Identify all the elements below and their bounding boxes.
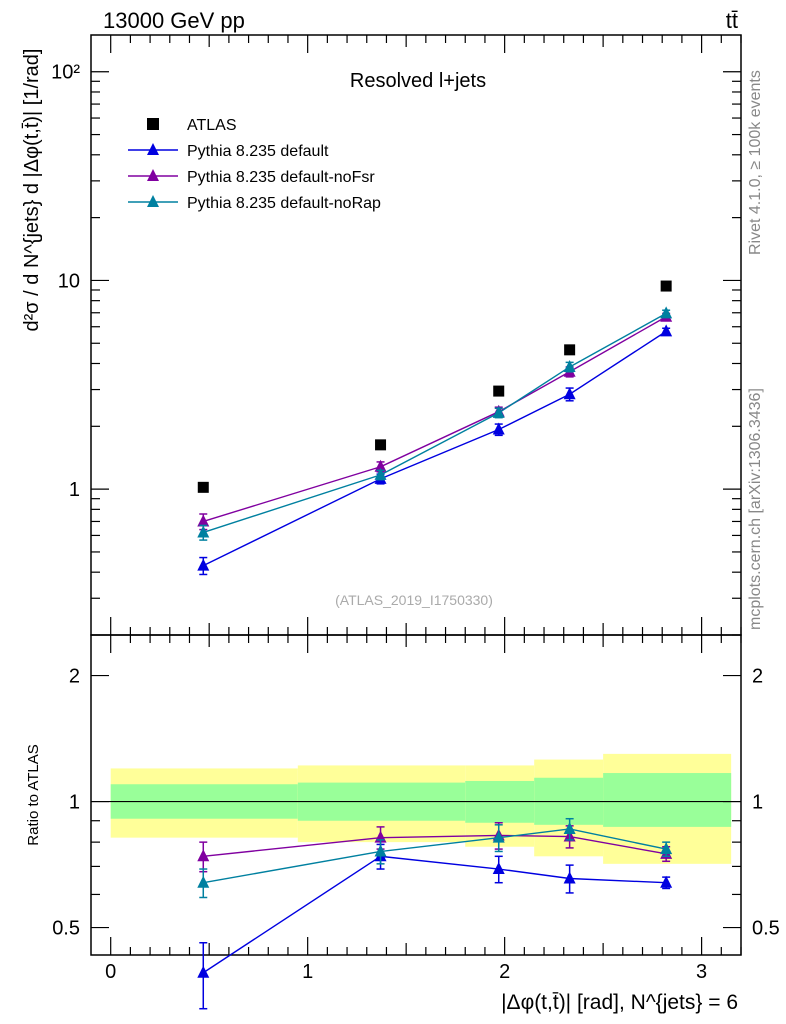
x-axis-label: |Δφ(t,t̄)| [rad], N^{jets} = 6 (501, 991, 738, 1014)
main-series-line (203, 316, 667, 523)
ratio-data-point (660, 875, 673, 888)
x-tick-label: 0 (105, 961, 116, 983)
legend-label: Pythia 8.235 default (187, 143, 329, 160)
atlas-data-point (493, 385, 505, 397)
ratio-y-tick-label-right: 2 (752, 666, 763, 688)
main-data-point (197, 558, 210, 571)
mcplots-label: mcplots.cern.ch [arXiv:1306.3436] (747, 388, 764, 630)
atlas-data-point (375, 439, 387, 451)
ratio-y-axis-label: Ratio to ATLAS (25, 744, 42, 845)
main-title: Resolved l+jets (350, 70, 486, 92)
x-tick-label: 2 (499, 961, 510, 983)
main-data-point (374, 467, 387, 480)
watermark: (ATLAS_2019_I1750330) (335, 592, 493, 608)
ratio-data-point (660, 842, 673, 855)
main-data-point (660, 306, 673, 319)
main-series-line (202, 330, 667, 567)
atlas-data-point (660, 280, 672, 292)
energy-label: 13000 GeV pp (103, 8, 245, 33)
main-data-point (197, 525, 210, 538)
ratio-data-point (197, 849, 210, 862)
main-data-point (563, 387, 576, 400)
ratio-y-tick-label: 1 (69, 792, 80, 814)
uncertainty-band-inner (603, 773, 732, 827)
main-data-point (563, 359, 576, 372)
legend-label: Pythia 8.235 default-noFsr (187, 169, 375, 186)
ratio-data-point (492, 862, 505, 875)
ratio-data-point (197, 875, 210, 888)
ratio-y-tick-label-right: 0.5 (752, 918, 780, 940)
ratio-y-tick-label: 2 (69, 666, 80, 688)
rivet-label: Rivet 4.1.0, ≥ 100k events (747, 70, 764, 255)
ratio-data-point (563, 871, 576, 884)
legend-marker (147, 195, 159, 207)
legend-marker (147, 169, 159, 181)
main-series (197, 280, 673, 576)
ratio-y-tick-label: 0.5 (52, 918, 80, 940)
legend-label: ATLAS (187, 117, 237, 134)
main-data-point (374, 459, 387, 472)
ratio-data-point (197, 965, 210, 978)
legend-marker (147, 118, 159, 130)
ratio-y-tick-label-right: 1 (752, 792, 763, 814)
main-data-point (492, 422, 505, 435)
ratio-ticks: 0.5 0.5 1 1 2 2 0 1 2 3 (52, 635, 780, 983)
main-data-point (492, 405, 505, 418)
ratio-data-point (563, 821, 576, 834)
atlas-data-point (564, 344, 576, 356)
legend-label: Pythia 8.235 default-noRap (187, 195, 381, 212)
main-data-point (660, 324, 673, 337)
atlas-data-point (197, 481, 209, 493)
ratio-panel: Ratio to ATLAS |Δφ(t,t̄)| [rad], N^{jets… (25, 634, 780, 1014)
legend-marker (147, 143, 159, 155)
main-y-tick-label: 1 (69, 479, 80, 501)
main-ticks: 1 10 10² (51, 35, 742, 636)
main-panel: Resolved l+jets (ATLAS_2019_I1750330) d²… (21, 34, 742, 636)
x-tick-label: 1 (302, 961, 313, 983)
legend: ATLAS Pythia 8.235 default Pythia 8.235 de… (128, 117, 381, 212)
ratio-data-point (492, 830, 505, 843)
main-y-tick-label: 10 (58, 270, 80, 292)
process-label: tt̄ (726, 8, 738, 33)
ratio-frame (90, 634, 742, 956)
main-y-tick-label: 10² (51, 62, 80, 84)
main-data-point (197, 514, 210, 527)
main-y-axis-label: d²σ / d N^{jets} d |Δφ(t,t̄)| [1/rad] (21, 49, 43, 332)
ratio-data-point (374, 844, 387, 857)
ratio-series (197, 817, 673, 1010)
x-tick-label: 3 (696, 961, 707, 983)
